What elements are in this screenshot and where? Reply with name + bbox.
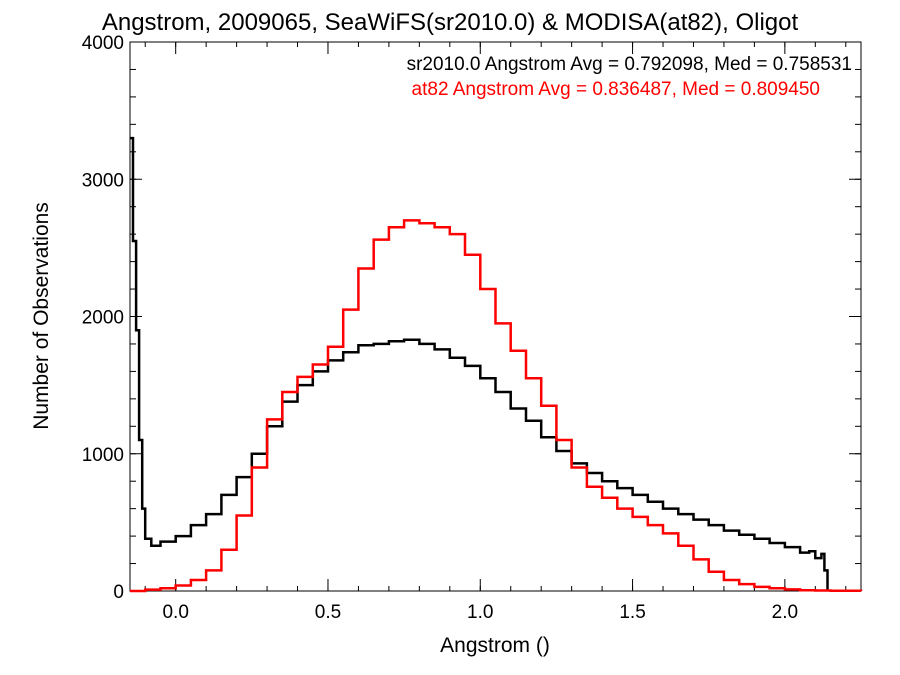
y-tick-label: 0 xyxy=(113,582,124,603)
y-tick-labels: 0 1000 2000 3000 4000 xyxy=(82,33,124,603)
series-line-0 xyxy=(130,136,829,591)
x-tick-labels: 0.0 0.5 1.0 1.5 2.0 xyxy=(162,602,798,623)
x-tick-label: 1.5 xyxy=(619,602,645,623)
y-tick-label: 4000 xyxy=(82,33,124,54)
x-tick-label: 1.0 xyxy=(467,602,493,623)
annotation-at82: at82 Angstrom Avg = 0.836487, Med = 0.80… xyxy=(412,79,820,100)
series-lines xyxy=(130,136,863,593)
series-line-1 xyxy=(130,219,863,593)
x-tick-label: 0.0 xyxy=(162,602,188,623)
y-tick-label: 2000 xyxy=(82,308,124,329)
x-tick-label: 0.5 xyxy=(315,602,341,623)
annotation-sr2010: sr2010.0 Angstrom Avg = 0.792098, Med = … xyxy=(407,54,852,75)
y-tick-label: 1000 xyxy=(82,445,124,466)
y-axis-label: Number of Observations xyxy=(30,202,53,430)
x-axis-label: Angstrom () xyxy=(440,634,550,657)
x-tick-label: 2.0 xyxy=(772,602,798,623)
chart-title: Angstrom, 2009065, SeaWiFS(sr2010.0) & M… xyxy=(102,9,799,36)
y-tick-label: 3000 xyxy=(82,170,124,191)
